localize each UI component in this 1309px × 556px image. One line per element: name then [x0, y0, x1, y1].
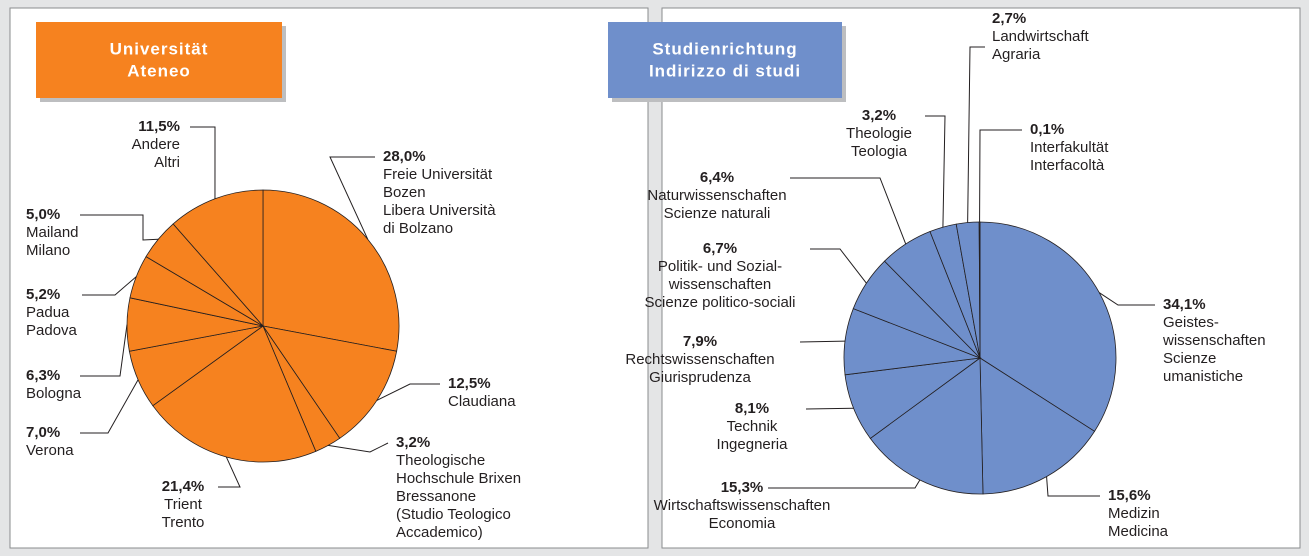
category-label: Padova [26, 322, 78, 339]
category-label: Interfacoltà [1030, 157, 1105, 174]
category-label: Bozen [383, 184, 426, 201]
data-label: 3,2% [396, 434, 430, 451]
chart-title: Ateneo [127, 61, 191, 80]
leader-line [329, 156, 375, 240]
leader-line [790, 177, 907, 245]
category-label: umanistiche [1163, 368, 1243, 385]
leader-line [768, 479, 921, 489]
category-label: Teologia [851, 143, 908, 160]
category-label: Agraria [992, 46, 1041, 63]
data-label: 34,1% [1163, 296, 1206, 313]
category-label: Economia [709, 515, 776, 532]
title-box [608, 22, 842, 98]
data-label: 5,0% [26, 206, 60, 223]
category-label: Theologische [396, 452, 485, 469]
chart-title: Indirizzo di studi [649, 61, 801, 80]
category-label: Giurisprudenza [649, 369, 751, 386]
data-label: 21,4% [162, 478, 205, 495]
data-label: 8,1% [735, 400, 769, 417]
leader-line [1046, 476, 1100, 497]
chart-title: Studienrichtung [652, 39, 797, 58]
data-label: 6,4% [700, 169, 734, 186]
leader-line [218, 456, 241, 488]
category-label: Politik- und Sozial- [658, 258, 782, 275]
data-label: 28,0% [383, 148, 426, 165]
data-label: 6,3% [26, 367, 60, 384]
data-label: 5,2% [26, 286, 60, 303]
data-label: 7,0% [26, 424, 60, 441]
category-label: Landwirtschaft [992, 28, 1090, 45]
data-label: 6,7% [703, 240, 737, 257]
category-label: Verona [26, 442, 74, 459]
category-label: wissenschaften [1162, 332, 1266, 349]
category-label: Bologna [26, 385, 82, 402]
chart-title: Universität [110, 39, 209, 58]
category-label: Medicina [1108, 523, 1169, 540]
leader-line [967, 46, 985, 223]
leader-line [810, 248, 867, 284]
leader-line [80, 324, 128, 377]
category-label: Ingegneria [717, 436, 789, 453]
data-label: 15,6% [1108, 487, 1151, 504]
data-label: 15,3% [721, 479, 764, 496]
category-label: Medizin [1108, 505, 1160, 522]
category-label: di Bolzano [383, 220, 453, 237]
data-label: 12,5% [448, 375, 491, 392]
leader-line [1099, 292, 1155, 306]
pie-slice [869, 357, 984, 495]
category-label: wissenschaften [668, 276, 772, 293]
category-label: Scienze politico-sociali [645, 294, 796, 311]
category-label: Theologie [846, 125, 912, 142]
category-label: Technik [727, 418, 778, 435]
pie-slice [262, 189, 400, 352]
leader-line [82, 276, 137, 296]
data-label: 11,5% [138, 118, 180, 135]
category-label: Trento [162, 514, 205, 531]
category-label: Bressanone [396, 488, 476, 505]
pie-slice [172, 189, 264, 328]
category-label: Milano [26, 242, 70, 259]
leader-line [376, 383, 440, 401]
leader-line [80, 379, 139, 434]
category-label: Mailand [26, 224, 79, 241]
category-label: (Studio Teologico [396, 506, 511, 523]
category-label: Libera Università [383, 202, 496, 219]
leader-line [805, 407, 854, 410]
category-label: Wirtschaftswissenschaften [654, 497, 831, 514]
title-box [36, 22, 282, 98]
data-label: 7,9% [683, 333, 717, 350]
data-label: 3,2% [862, 107, 896, 124]
category-label: Naturwissenschaften [647, 187, 786, 204]
category-label: Geistes- [1163, 314, 1219, 331]
leader-line [799, 340, 846, 343]
leader-line [328, 442, 389, 453]
category-label: Scienze naturali [664, 205, 771, 222]
category-label: Freie Universität [383, 166, 493, 183]
category-label: Accademico) [396, 524, 483, 541]
category-label: Trient [164, 496, 203, 513]
pie-slice [262, 325, 398, 439]
category-label: Claudiana [448, 393, 516, 410]
category-label: Scienze [1163, 350, 1216, 367]
data-label: 2,7% [992, 10, 1026, 27]
leader-line [979, 129, 1022, 223]
pie-slice [152, 325, 317, 463]
category-label: Padua [26, 304, 70, 321]
category-label: Altri [154, 154, 180, 171]
category-label: Andere [132, 136, 180, 153]
category-label: Hochschule Brixen [396, 470, 521, 487]
data-label: 0,1% [1030, 121, 1064, 138]
category-label: Interfakultät [1030, 139, 1109, 156]
leader-line [80, 214, 159, 241]
category-label: Rechtswissenschaften [625, 351, 774, 368]
leader-line [925, 115, 946, 228]
leader-line [190, 126, 216, 199]
